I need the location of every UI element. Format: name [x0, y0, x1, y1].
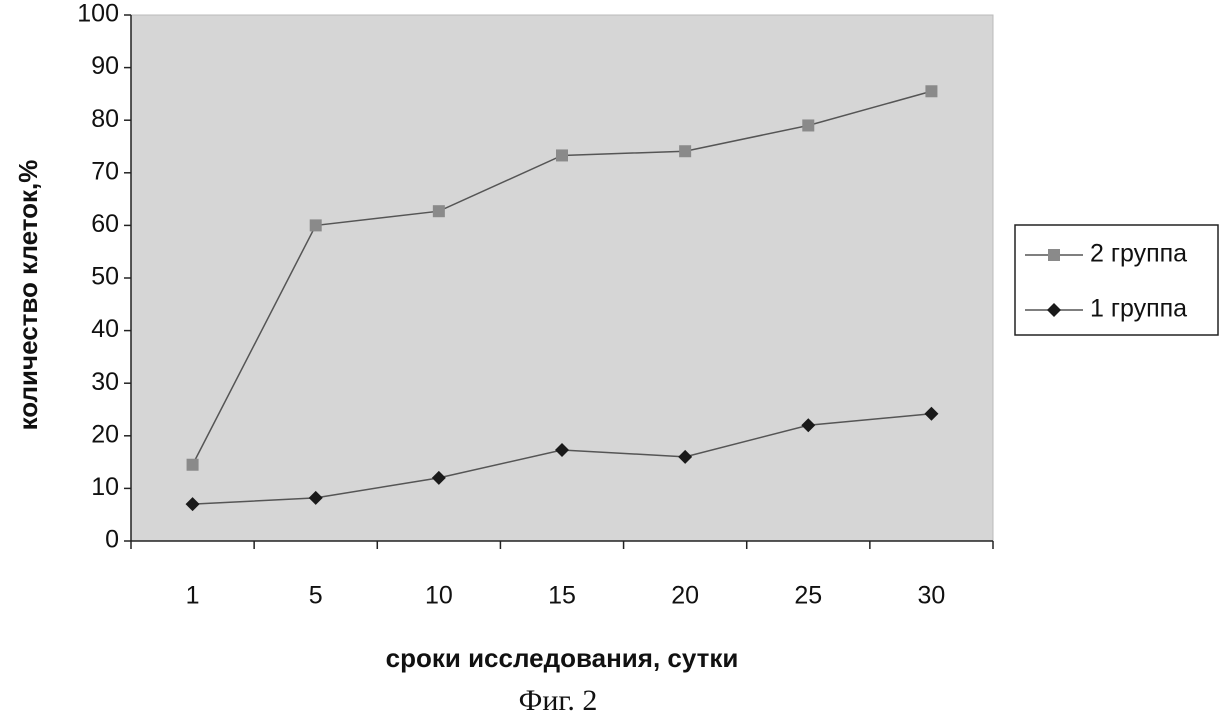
y-tick-label: 20: [91, 420, 119, 448]
y-tick-label: 80: [91, 105, 119, 133]
data-point: [802, 119, 814, 131]
y-tick-label: 30: [91, 368, 119, 396]
y-tick-label: 90: [91, 52, 119, 80]
data-point: [187, 459, 199, 471]
x-tick-label: 5: [309, 582, 323, 610]
x-tick-label: 20: [671, 582, 699, 610]
x-tick-label: 25: [794, 582, 822, 610]
legend-label: 1 группа: [1090, 295, 1187, 323]
y-tick-label: 40: [91, 315, 119, 343]
x-tick-label: 30: [918, 582, 946, 610]
y-tick-label: 50: [91, 263, 119, 291]
data-point: [556, 149, 568, 161]
data-point: [679, 145, 691, 157]
legend-label: 2 группа: [1090, 240, 1187, 268]
plot-background: [131, 15, 993, 541]
x-tick-label: 15: [548, 582, 576, 610]
x-tick-label: 10: [425, 582, 453, 610]
y-axis-title: количество клеток,%: [13, 160, 43, 431]
y-tick-label: 60: [91, 210, 119, 238]
page: количество клеток,% сроки исследования, …: [0, 0, 1222, 725]
y-tick-label: 0: [105, 526, 119, 554]
y-tick-label: 100: [77, 0, 119, 28]
chart: количество клеток,% сроки исследования, …: [0, 0, 1222, 720]
y-tick-label: 10: [91, 473, 119, 501]
data-point: [310, 219, 322, 231]
x-axis-title: сроки исследования, сутки: [386, 643, 739, 673]
x-tick-label: 1: [186, 582, 200, 610]
caption: Фиг. 2: [519, 684, 598, 717]
data-point: [925, 85, 937, 97]
data-point: [433, 205, 445, 217]
legend-marker: [1048, 249, 1060, 261]
y-tick-label: 70: [91, 157, 119, 185]
